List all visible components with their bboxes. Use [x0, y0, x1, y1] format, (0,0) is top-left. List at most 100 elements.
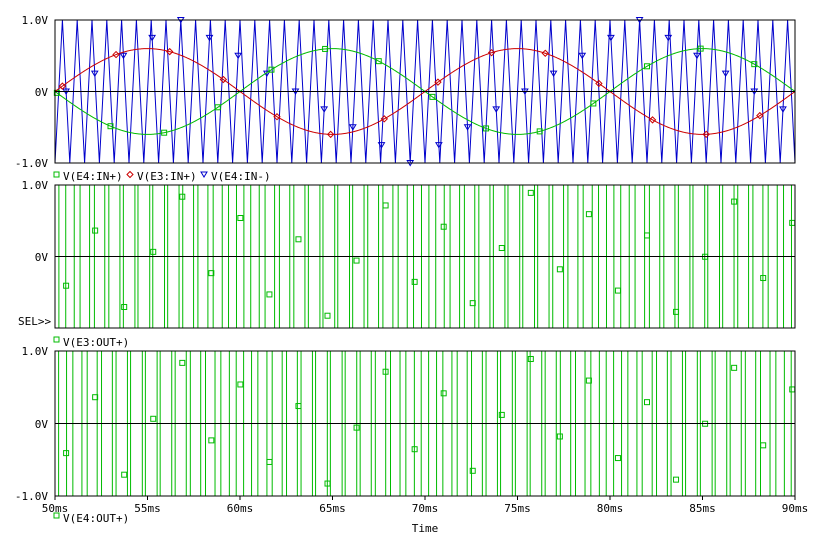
series-marker-v-e3-out: [585, 211, 592, 218]
series-marker-v-e4-in: [483, 125, 490, 132]
series-marker-v-e3-out: [498, 245, 505, 252]
series-marker-v-e3-out: [208, 270, 215, 277]
series-marker-v-e4-in: [463, 124, 472, 131]
series-marker-v-e3-out: [440, 223, 447, 230]
series-marker-v-e4-in: [377, 142, 386, 149]
series-marker-v-e4-in: [268, 66, 275, 73]
panel-inputs: 1.0V 0V -1.0V V(E4:IN+) V(E3:IN+) V(E4:I…: [15, 14, 796, 183]
series-marker-v-e4-in: [119, 52, 128, 60]
panel-e4-out-legend: V(E4:OUT+): [53, 512, 129, 525]
legend-label-e3-in-plus: V(E3:IN+): [137, 170, 197, 183]
panel-inputs-ytick-bottom: -1.0V: [15, 157, 48, 170]
series-marker-v-e4-in: [664, 34, 673, 42]
series-marker-v-e4-in: [779, 106, 787, 113]
series-marker-v-e4-in: [721, 70, 730, 78]
series-marker-v-e3-out: [121, 303, 128, 310]
series-marker-v-e3-in: [595, 79, 603, 88]
series-marker-v-e3-in: [58, 82, 67, 90]
series-marker-v-e3-in: [487, 48, 496, 57]
series-marker-v-e3-out: [614, 287, 621, 294]
series-marker-v-e3-in: [326, 130, 335, 139]
series-marker-v-e4-out: [585, 377, 592, 384]
series-marker-v-e4-out: [324, 480, 331, 487]
series-marker-v-e4-out: [614, 455, 621, 462]
series-marker-v-e3-in: [756, 111, 764, 120]
series-marker-v-e4-in: [697, 45, 704, 52]
series-marker-v-e4-out: [673, 476, 680, 483]
panel-inputs-legend: V(E4:IN+) V(E3:IN+) V(E4:IN-): [53, 170, 271, 183]
series-marker-v-e4-out: [411, 446, 418, 453]
series-marker-v-e3-out: [266, 291, 273, 298]
series-marker-v-e3-in: [702, 130, 710, 139]
series-marker-v-e4-out: [644, 399, 650, 406]
series-marker-v-e4-out: [63, 450, 70, 457]
series-marker-v-e3-out: [644, 232, 650, 239]
series-marker-v-e4-out: [208, 437, 215, 444]
series-marker-v-e4-in: [492, 106, 501, 113]
x-tick-label: 85ms: [689, 502, 716, 515]
panel-e3-out: 1.0V 0V SEL>> V(E3:OUT+): [18, 179, 796, 349]
series-marker-v-e4-in: [644, 63, 650, 70]
series-marker-v-e3-out: [382, 202, 389, 209]
x-tick-label: 65ms: [319, 502, 346, 515]
series-marker-v-e3-out: [237, 215, 244, 222]
x-tick-label: 80ms: [597, 502, 624, 515]
panel-inputs-ytick-top: 1.0V: [22, 14, 49, 27]
x-axis-label: Time: [412, 522, 439, 535]
series-marker-v-e4-in: [590, 100, 597, 107]
series-marker-v-e4-in: [434, 142, 443, 149]
series-marker-v-e3-out: [150, 248, 157, 255]
x-axis-ticks: 50ms 55ms 60ms 65ms 70ms 75ms 80ms 85ms 90ms: [42, 496, 809, 515]
series-marker-v-e4-out: [353, 424, 360, 431]
series-marker-v-e3-out: [411, 278, 418, 285]
legend-diamond-icon: [126, 170, 134, 179]
legend-square-icon: [53, 512, 60, 519]
panel-e4-out-ytick-mid: 0V: [35, 418, 49, 431]
selection-marker: SEL>>: [18, 315, 51, 328]
series-marker-v-e4-in: [549, 70, 558, 78]
legend-square-icon: [53, 171, 60, 178]
series-marker-v-e4-in: [375, 58, 382, 65]
series-marker-v-e4-in: [205, 34, 214, 42]
series-marker-v-e4-in: [578, 52, 587, 60]
series-marker-v-e4-in: [90, 70, 99, 78]
panel-e4-out-ytick-top: 1.0V: [22, 345, 49, 358]
series-marker-v-e3-out: [673, 308, 680, 315]
x-tick-label: 90ms: [782, 502, 809, 515]
x-tick-label: 60ms: [227, 502, 254, 515]
panel-inputs-ytick-mid: 0V: [35, 86, 49, 99]
series-marker-v-e4-in: [607, 34, 615, 42]
series-marker-v-e3-in: [648, 116, 657, 124]
series-marker-v-e3-out: [63, 282, 70, 289]
panel-e4-out: 1.0V 0V -1.0V: [15, 345, 796, 503]
legend-label-e4-out-plus: V(E4:OUT+): [63, 512, 129, 525]
series-marker-v-e4-out: [731, 364, 738, 371]
series-marker-v-e4-in: [161, 129, 168, 136]
series-marker-v-e4-out: [92, 394, 99, 401]
series-marker-v-e4-in: [536, 128, 543, 135]
series-marker-v-e4-out: [295, 403, 302, 410]
series-marker-v-e4-out: [469, 467, 476, 474]
series-marker-v-e4-out: [789, 386, 796, 393]
x-tick-label: 70ms: [412, 502, 439, 515]
legend-square-icon: [53, 336, 60, 343]
series-marker-v-e3-out: [179, 193, 186, 200]
x-tick-label: 55ms: [134, 502, 161, 515]
series-marker-v-e3-out: [324, 312, 331, 319]
series-marker-v-e4-out: [556, 433, 563, 440]
series-marker-v-e3-out: [760, 275, 767, 282]
series-marker-v-e4-in: [693, 52, 701, 60]
legend-label-e4-in-plus: V(E4:IN+): [63, 170, 123, 183]
x-axis: 50ms 55ms 60ms 65ms 70ms 75ms 80ms 85ms 90ms Tim…: [42, 496, 809, 535]
series-marker-v-e3-out: [789, 219, 796, 226]
series-marker-v-e3-out: [731, 198, 738, 205]
series-marker-v-e4-in: [429, 93, 436, 100]
series-marker-v-e3-out: [92, 227, 99, 234]
x-tick-label: 50ms: [42, 502, 69, 515]
panel-e4-out-ytick-bottom: -1.0V: [15, 490, 48, 503]
series-marker-v-e4-in: [348, 124, 357, 131]
series-marker-v-e3-in: [219, 75, 228, 84]
legend-label-e4-in-minus: V(E4:IN-): [211, 170, 271, 183]
series-marker-v-e3-out: [295, 236, 302, 243]
